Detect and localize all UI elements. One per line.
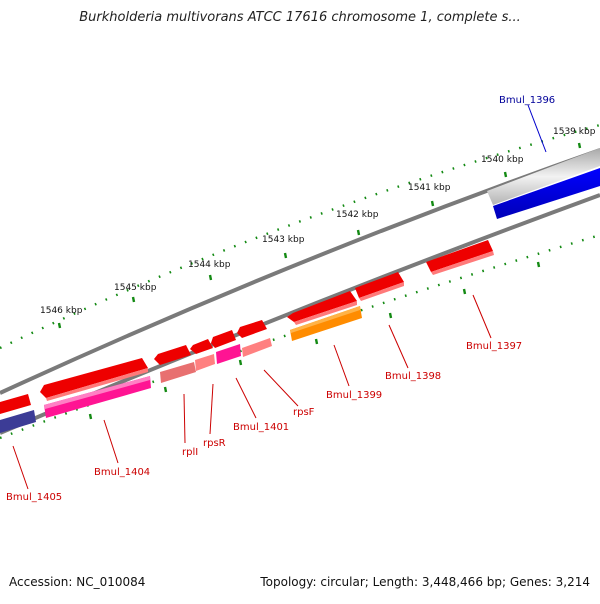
gene-bmul-1404[interactable] [40, 358, 148, 398]
scale-labels: 1539 kbp 1540 kbp 1541 kbp 1542 kbp 1543… [40, 127, 596, 316]
scale-label-1541: 1541 kbp [408, 183, 451, 193]
gene-rpsr[interactable] [190, 339, 213, 354]
scale-label-1540: 1540 kbp [481, 155, 524, 165]
page-title: Burkholderia multivorans ATCC 17616 chro… [79, 10, 521, 25]
gene-bmul-1404-shade [46, 368, 148, 401]
genome-summary-text: Topology: circular; Length: 3,448,466 bp… [260, 575, 590, 589]
gene-bmul-1397-shade [431, 251, 494, 275]
gene-labels: Bmul_1396 Bmul_1397 Bmul_1398 Bmul_1399 … [6, 95, 555, 503]
leader-lines [12, 104, 547, 490]
gene-label-bmul-1401[interactable]: Bmul_1401 [233, 422, 289, 433]
rna-rpli[interactable] [160, 362, 196, 383]
rna-rpsf[interactable] [242, 338, 272, 357]
accession-text: Accession: NC_010084 [9, 575, 146, 589]
gene-bmul-1399-orange-top [290, 306, 360, 333]
gene-bmul-1399-red-shade [294, 301, 357, 325]
scale-label-1543: 1543 kbp [262, 235, 305, 245]
gene-label-rpsr[interactable]: rpsR [203, 438, 226, 449]
gene-bmul-1398[interactable] [355, 272, 404, 298]
gene-label-bmul-1405[interactable]: Bmul_1405 [6, 492, 62, 503]
gene-label-bmul-1404[interactable]: Bmul_1404 [94, 467, 150, 478]
gene-rpsf[interactable] [237, 320, 267, 338]
reverse-strand-genes [0, 306, 362, 433]
gene-bmul-1405-red[interactable] [0, 394, 31, 414]
gene-label-rpli[interactable]: rplI [182, 447, 198, 458]
gene-rpli[interactable] [154, 345, 191, 365]
gene-label-bmul-1396[interactable]: Bmul_1396 [499, 95, 555, 106]
gene-label-rpsf[interactable]: rpsF [293, 407, 315, 418]
gene-feature-grey[interactable] [487, 148, 600, 205]
rna-bmul-1401[interactable] [216, 344, 241, 364]
scale-label-1545: 1545 kbp [114, 283, 157, 293]
gene-bmul-1399-red[interactable] [287, 291, 357, 322]
forward-strand-genes [0, 240, 494, 414]
gene-label-bmul-1397[interactable]: Bmul_1397 [466, 341, 522, 352]
gene-bmul-1397[interactable] [426, 240, 493, 272]
gene-feature-bmul-1396[interactable] [493, 168, 600, 219]
scale-label-1544: 1544 kbp [188, 260, 231, 270]
scale-label-1542: 1542 kbp [336, 210, 379, 220]
outer-major-ticks [57, 142, 582, 329]
scale-label-1546: 1546 kbp [40, 306, 83, 316]
gene-label-bmul-1398[interactable]: Bmul_1398 [385, 371, 441, 382]
scale-label-1539: 1539 kbp [553, 127, 596, 137]
inner-major-ticks [88, 261, 541, 420]
gene-bmul-1405-pseudo[interactable] [0, 410, 36, 433]
gene-bmul-1398-shade [359, 282, 404, 301]
gene-label-bmul-1399[interactable]: Bmul_1399 [326, 390, 382, 401]
gene-bmul-1401[interactable] [211, 330, 236, 348]
rna-bmul-1404-top [44, 376, 150, 409]
rna-rpsr[interactable] [195, 354, 215, 371]
